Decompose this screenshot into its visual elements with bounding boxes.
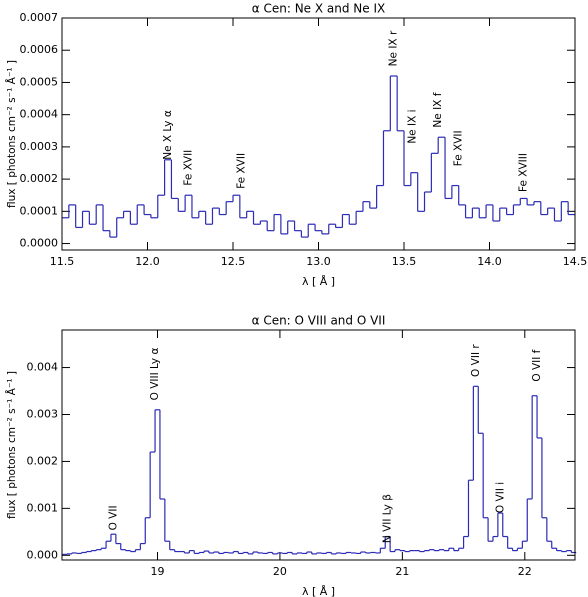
x-tick-label: 14.5 (563, 255, 588, 268)
y-tick-label: 0.0007 (20, 11, 59, 24)
line-annotation: O VIII Ly α (149, 348, 161, 401)
x-tick-label: 14.0 (477, 255, 502, 268)
x-tick-label: 13.5 (392, 255, 417, 268)
x-axis-label: λ [ Å ] (302, 585, 335, 597)
line-annotation: Fe XVII (236, 153, 248, 189)
line-annotation: Fe XVII (183, 150, 195, 186)
line-annotation: Fe XVIII (518, 153, 530, 192)
chart-title: α Cen: Ne X and Ne IX (252, 2, 385, 16)
y-tick-label: 0.0000 (20, 237, 59, 250)
y-tick-label: 0.004 (27, 361, 59, 374)
x-tick-label: 12.5 (221, 255, 246, 268)
y-tick-label: 0.0002 (20, 172, 59, 185)
y-tick-label: 0.0004 (20, 108, 59, 121)
line-annotation: Ne IX i (407, 109, 419, 143)
x-tick-label: 11.5 (50, 255, 75, 268)
y-tick-label: 0.0005 (20, 75, 59, 88)
line-annotation: Ne IX r (388, 30, 400, 66)
x-tick-label: 13.0 (306, 255, 331, 268)
x-axis-label: λ [ Å ] (302, 275, 335, 288)
line-annotation: O VII i (494, 482, 506, 513)
y-tick-label: 0.0006 (20, 43, 59, 56)
y-tick-label: 0.0003 (20, 140, 59, 153)
x-tick-label: 12.0 (135, 255, 160, 268)
line-annotation: O VII r (470, 344, 482, 377)
y-tick-label: 0.002 (27, 454, 59, 467)
y-tick-label: 0.001 (27, 501, 59, 514)
line-annotation: O VII (107, 505, 119, 530)
x-tick-label: 19 (150, 565, 164, 578)
chart-title: α Cen: O VIII and O VII (252, 314, 386, 328)
plot-frame (61, 17, 576, 251)
line-annotation: O VII f (531, 349, 543, 381)
x-tick-label: 21 (395, 565, 409, 578)
y-tick-label: 0.003 (27, 407, 59, 420)
line-annotation: Ne X Ly α (162, 110, 174, 160)
y-axis-label: flux [ photons cm⁻² s⁻¹ Å⁻¹ ] (5, 60, 18, 208)
line-annotation: N VII Ly β (382, 494, 394, 543)
x-tick-label: 20 (273, 565, 287, 578)
y-tick-label: 0.0001 (20, 204, 59, 217)
plot-frame (61, 329, 576, 561)
y-axis-label: flux [ photons cm⁻² s⁻¹ Å⁻¹ ] (5, 371, 18, 519)
line-annotation: Fe XVII (453, 130, 465, 166)
line-annotation: Ne IX f (432, 92, 444, 127)
y-tick-label: 0.000 (27, 548, 59, 561)
x-tick-label: 22 (518, 565, 532, 578)
